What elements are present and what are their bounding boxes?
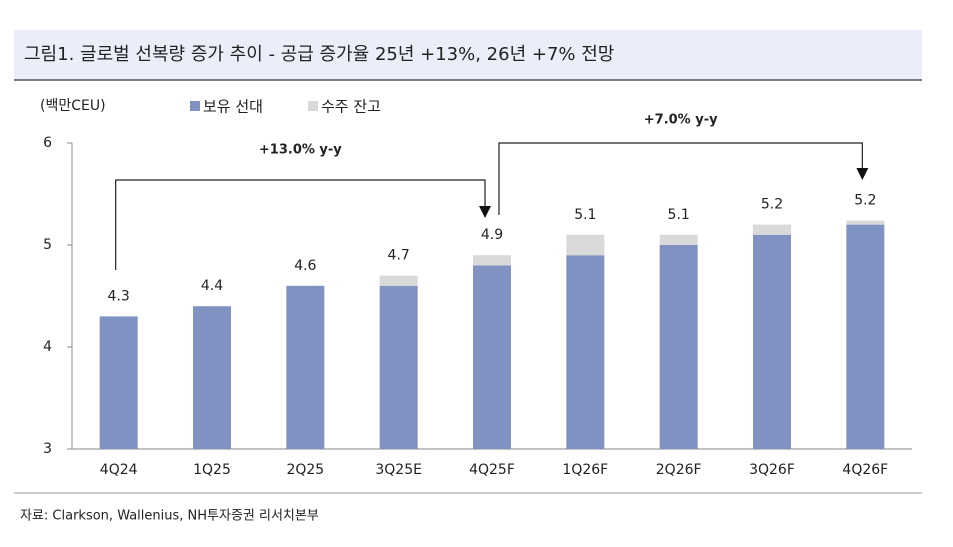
data-label: 4.9 <box>481 227 503 243</box>
y-tick-label: 3 <box>43 441 52 457</box>
data-label: 4.6 <box>294 258 316 274</box>
bar-segment <box>473 255 511 266</box>
x-tick-label: 3Q26F <box>749 462 795 478</box>
data-label: 5.1 <box>574 207 596 223</box>
data-label: 5.2 <box>854 193 876 209</box>
bar-segment <box>659 234 698 245</box>
y-tick-label: 5 <box>43 237 52 253</box>
bar-segment <box>846 220 885 225</box>
bar-segment <box>379 285 418 449</box>
annotation: +7.0% y-y <box>644 113 718 128</box>
source: 자료: Clarkson, Wallenius, NH투자증권 리서치본부 <box>20 509 319 524</box>
legend-swatch <box>308 101 318 111</box>
bar-segment <box>286 285 325 449</box>
data-label: 4.3 <box>108 288 130 304</box>
annotation: +13.0% y-y <box>259 143 342 158</box>
x-tick-label: 2Q25 <box>286 462 324 478</box>
x-tick-label: 1Q25 <box>193 462 231 478</box>
y-axis-label: (백만CEU) <box>40 98 106 114</box>
legend-swatch <box>190 101 200 111</box>
bar-segment <box>99 316 138 449</box>
bar-segment <box>473 265 511 449</box>
bar-segment <box>753 234 791 449</box>
legend-label: 수주 잔고 <box>321 98 381 116</box>
bar-segment <box>846 224 885 449</box>
bar-segment <box>566 255 605 449</box>
x-tick-label: 4Q24 <box>100 462 138 478</box>
bar-segment <box>659 245 698 449</box>
chart-title: 그림1. 글로벌 선복량 증가 추이 - 공급 증가율 25년 +13%, 26… <box>24 44 614 65</box>
x-tick-label: 4Q25F <box>469 462 515 478</box>
data-label: 5.1 <box>668 207 690 223</box>
title-bar <box>14 30 922 80</box>
x-tick-label: 2Q26F <box>656 462 702 478</box>
legend-label: 보유 선대 <box>203 98 263 116</box>
y-tick-label: 4 <box>43 339 52 355</box>
data-label: 4.4 <box>201 278 223 294</box>
x-tick-label: 4Q26F <box>842 462 888 478</box>
annotation-arrow <box>115 179 486 270</box>
arrow-head <box>479 206 491 218</box>
y-tick-label: 6 <box>43 135 52 151</box>
bar-segment <box>566 234 605 256</box>
bar-segment <box>193 306 231 449</box>
data-label: 5.2 <box>761 197 783 213</box>
bar-segment <box>753 224 791 235</box>
annotation-arrow <box>498 142 863 215</box>
arrow-head <box>856 168 869 180</box>
bar-segment <box>379 275 418 286</box>
x-tick-label: 1Q26F <box>562 462 608 478</box>
data-label: 4.7 <box>388 248 410 264</box>
x-tick-label: 3Q25E <box>375 462 422 478</box>
